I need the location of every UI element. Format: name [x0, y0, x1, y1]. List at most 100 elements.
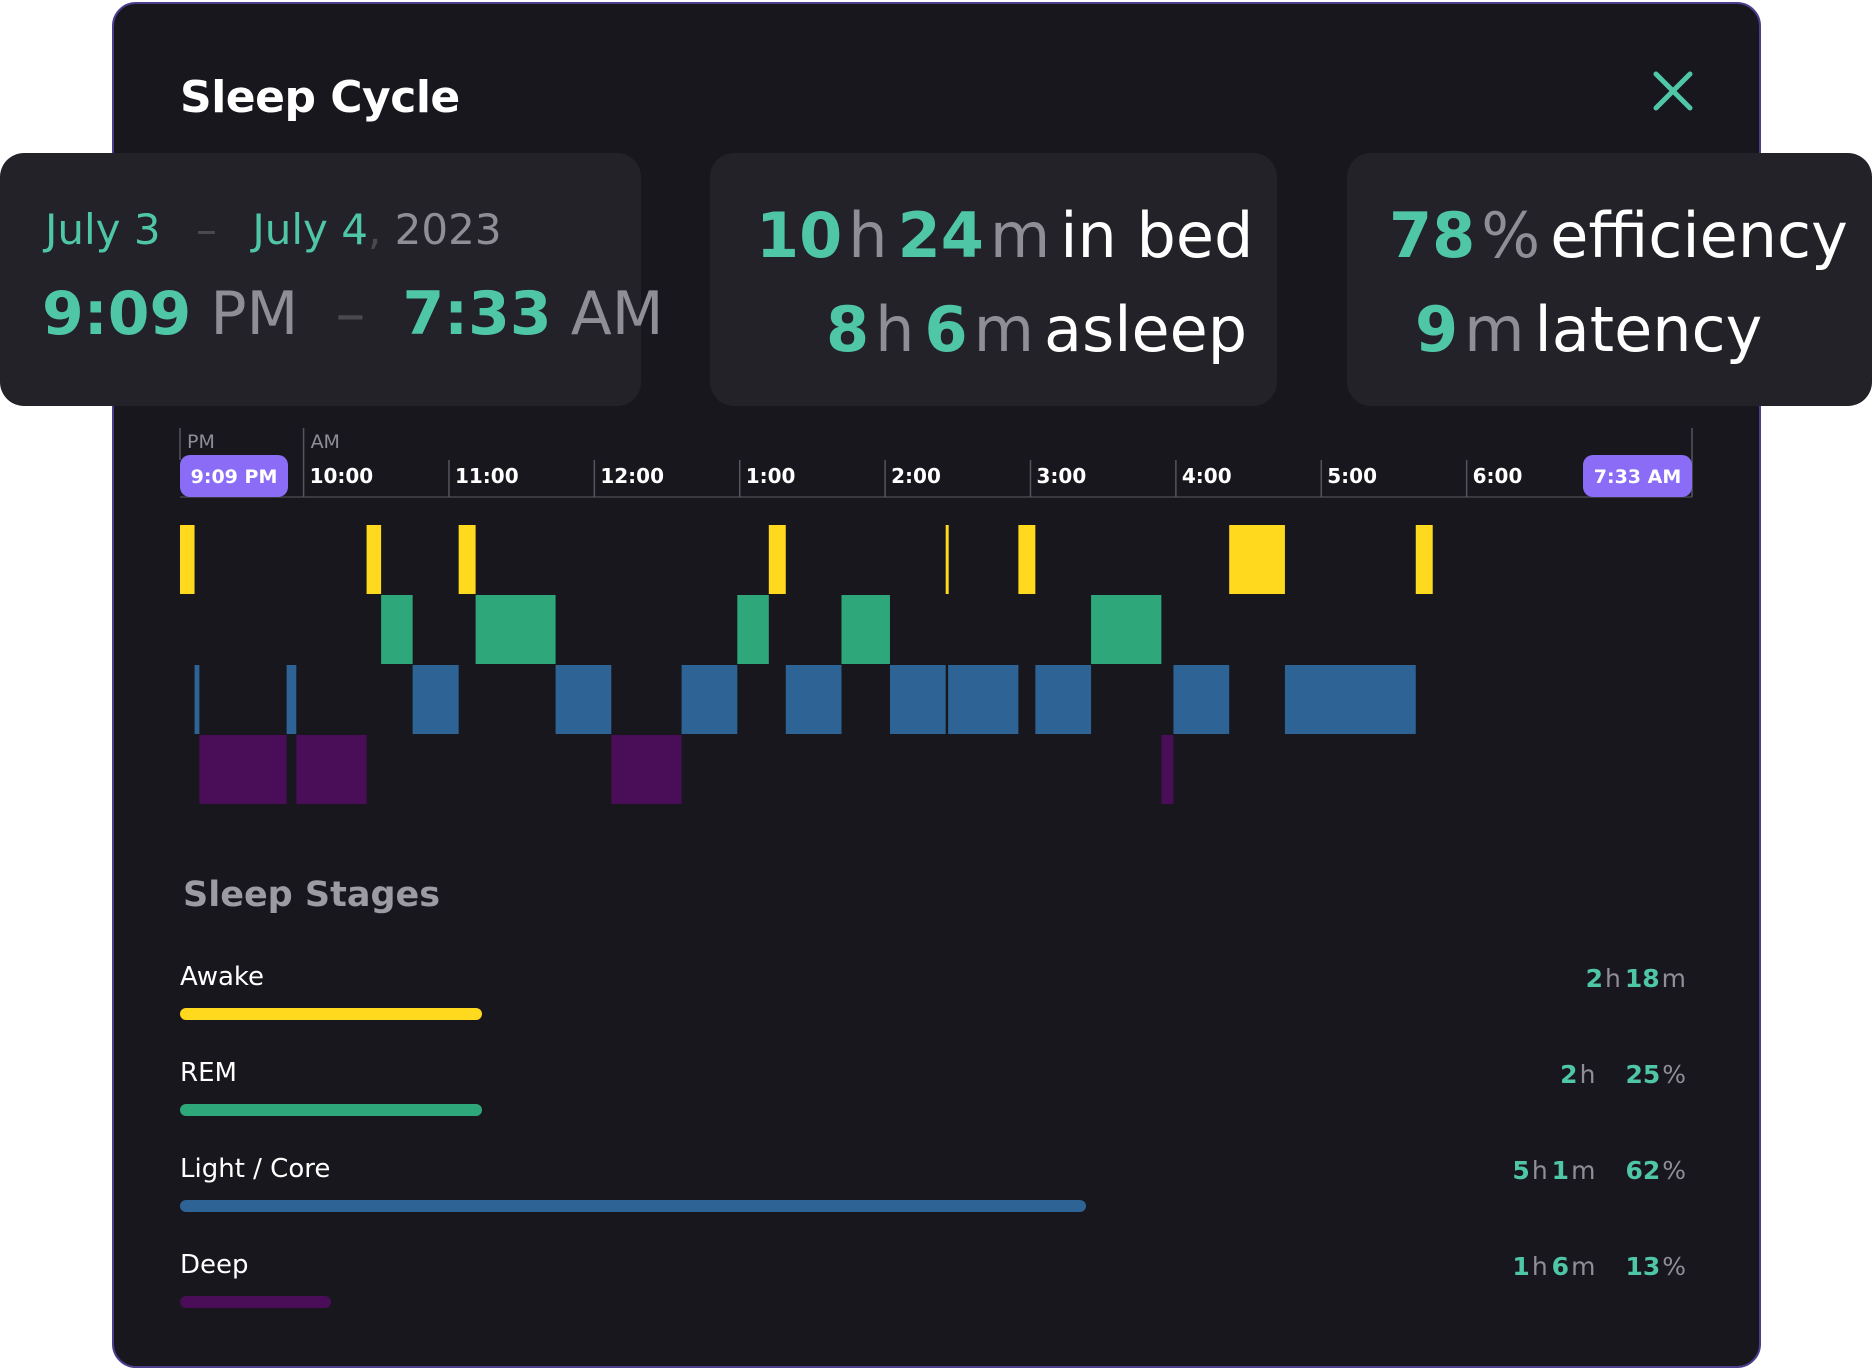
- hours-unit: h: [848, 199, 888, 272]
- stage-row-awake: Awake 2h 18m: [180, 962, 1690, 1032]
- segment-rem: [737, 595, 769, 664]
- segment-awake: [1018, 525, 1036, 594]
- hour-tick-label: 4:00: [1182, 464, 1232, 488]
- stage-label: REM: [180, 1058, 237, 1088]
- segment-awake: [458, 525, 476, 594]
- stage-label: Deep: [180, 1250, 249, 1280]
- minutes-unit: m: [1661, 964, 1686, 993]
- stage-duration: 2h 25%: [1560, 1060, 1690, 1089]
- start-time-badge: [180, 455, 288, 497]
- efficiency-value: 78: [1389, 199, 1476, 272]
- asleep-row: 8h 6m asleep: [826, 293, 1247, 366]
- minutes-unit: m: [1464, 293, 1525, 366]
- segment-rem: [381, 595, 413, 664]
- segment-light-core: [286, 665, 297, 734]
- pm-label: PM: [187, 431, 215, 453]
- segment-rem: [841, 595, 890, 664]
- segment-light-core: [681, 665, 738, 734]
- hour-tick-label: 3:00: [1037, 464, 1087, 488]
- stage-percent: 62: [1625, 1156, 1661, 1185]
- segment-deep: [199, 735, 287, 804]
- stage-row-deep: Deep 1h 6m 13%: [180, 1250, 1690, 1320]
- end-time-badge-label: 7:33 AM: [1594, 466, 1682, 488]
- segment-rem: [1091, 595, 1162, 664]
- segment-light-core: [1173, 665, 1230, 734]
- stage-percent: 13: [1625, 1252, 1661, 1281]
- segment-awake: [768, 525, 786, 594]
- hour-tick-label: 11:00: [455, 464, 519, 488]
- segment-light-core: [555, 665, 612, 734]
- end-time: 7:33: [402, 279, 552, 349]
- hours-unit: h: [1604, 964, 1621, 993]
- stage-bar: [180, 1008, 482, 1020]
- year: 2023: [394, 205, 502, 254]
- segment-light-core: [948, 665, 1019, 734]
- stage-label: Light / Core: [180, 1154, 331, 1184]
- percent-unit: %: [1662, 1156, 1686, 1185]
- date-range: July 3 – July 4, 2023: [45, 205, 502, 254]
- segment-deep: [611, 735, 682, 804]
- hours-unit: h: [1531, 1156, 1548, 1185]
- segment-light-core: [194, 665, 200, 734]
- segment-rem: [475, 595, 556, 664]
- time-range: 9:09 PM – 7:33 AM: [42, 279, 664, 349]
- segment-light-core: [889, 665, 946, 734]
- stage-hours: 5: [1512, 1156, 1530, 1185]
- time-in-bed-card: 10h 24m in bed 8h 6m asleep: [710, 153, 1277, 406]
- page-title: Sleep Cycle: [180, 72, 460, 123]
- hour-tick-label: 10:00: [310, 464, 374, 488]
- end-period: AM: [570, 279, 664, 349]
- segment-awake: [945, 525, 949, 594]
- latency-row: 9m latency: [1415, 293, 1762, 366]
- segment-light-core: [412, 665, 459, 734]
- end-time-badge: [1583, 455, 1692, 497]
- sleep-stages-title: Sleep Stages: [183, 875, 441, 915]
- segment-deep: [296, 735, 367, 804]
- start-time: 9:09: [42, 279, 192, 349]
- segment-awake: [180, 525, 195, 594]
- stage-hours: 2: [1560, 1060, 1578, 1089]
- date-comma: ,: [367, 205, 382, 254]
- hour-tick-label: 1:00: [746, 464, 796, 488]
- start-time-badge-label: 9:09 PM: [191, 466, 278, 488]
- segment-light-core: [785, 665, 842, 734]
- end-date: July 4: [252, 205, 368, 254]
- segment-deep: [1161, 735, 1174, 804]
- in-bed-label: in bed: [1060, 199, 1254, 272]
- start-period: PM: [210, 279, 299, 349]
- segment-light-core: [1035, 665, 1092, 734]
- percent-unit: %: [1662, 1252, 1686, 1281]
- stage-bar: [180, 1296, 331, 1308]
- stage-minutes: 18: [1624, 964, 1660, 993]
- am-label: AM: [311, 431, 340, 453]
- segment-awake: [1415, 525, 1433, 594]
- sleep-hypnogram: PM AM 10:00 11:00 12:00 1:00 2:00 3:00 4:00 5:00 6…: [179, 428, 1693, 804]
- stage-percent: 25: [1625, 1060, 1661, 1089]
- efficiency-label: efficiency: [1550, 199, 1848, 272]
- start-date: July 3: [45, 205, 161, 254]
- stage-row-light-core: Light / Core 5h 1m 62%: [180, 1154, 1690, 1224]
- minutes-unit: m: [973, 293, 1034, 366]
- minutes-unit: m: [989, 199, 1051, 272]
- stage-hours: 1: [1512, 1252, 1530, 1281]
- stage-minutes: 6: [1551, 1252, 1570, 1281]
- date-range-card: July 3 – July 4, 2023 9:09 PM – 7:33 AM: [0, 153, 664, 406]
- close-icon[interactable]: [1648, 66, 1698, 116]
- hour-tick-label: 2:00: [891, 464, 941, 488]
- segment-light-core: [1284, 665, 1416, 734]
- minutes-unit: m: [1571, 1252, 1596, 1281]
- hours-unit: h: [875, 293, 915, 366]
- hour-tick-label: 12:00: [600, 464, 664, 488]
- stage-hours: 2: [1585, 964, 1603, 993]
- segment-awake: [366, 525, 382, 594]
- stage-duration: 5h 1m 62%: [1512, 1156, 1690, 1185]
- timeline-axis: PM AM 10:00 11:00 12:00 1:00 2:00 3:00 4:00 5:00 6…: [179, 428, 1693, 498]
- time-separator: –: [335, 279, 366, 349]
- percent-unit: %: [1662, 1060, 1686, 1089]
- stage-bar: [180, 1104, 482, 1116]
- stage-label: Awake: [180, 962, 265, 992]
- hour-tick-label: 5:00: [1327, 464, 1377, 488]
- in-bed-row: 10h 24m in bed: [756, 199, 1253, 272]
- hour-tick-label: 6:00: [1473, 464, 1523, 488]
- timeline-segments: [180, 525, 1433, 804]
